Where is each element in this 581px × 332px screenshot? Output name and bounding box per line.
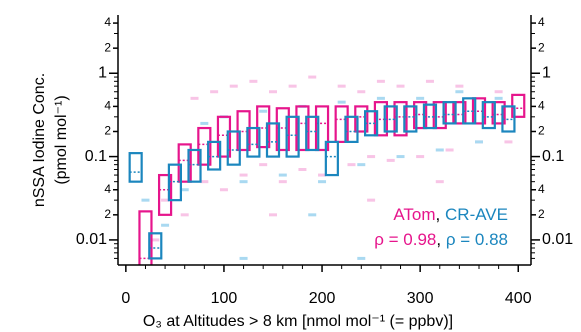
y-tick-label: 4 xyxy=(104,182,111,196)
box xyxy=(256,105,271,149)
box xyxy=(216,115,232,158)
legend-separator: , xyxy=(436,230,441,249)
y-tick-label: 4 xyxy=(104,99,111,113)
y-tick-label: 0.1 xyxy=(85,148,107,165)
box xyxy=(442,101,457,125)
y-tick-label: 2 xyxy=(104,40,111,54)
box xyxy=(295,105,310,152)
legend-entry: CR-AVE xyxy=(445,205,508,224)
x-tick-label: 400 xyxy=(505,290,532,307)
box xyxy=(344,115,359,144)
box xyxy=(128,152,143,183)
box xyxy=(305,115,320,152)
box xyxy=(138,210,153,265)
y2-tick-label: 0.01 xyxy=(542,231,573,248)
box xyxy=(324,140,339,177)
y-tick-label: 0.01 xyxy=(76,231,107,248)
box xyxy=(275,107,290,152)
x-tick-label: 200 xyxy=(309,290,336,307)
legend-line: ATom, CR-AVE xyxy=(393,205,508,224)
x-tick-label: 300 xyxy=(407,290,434,307)
box xyxy=(207,140,222,171)
x-tick-label: 0 xyxy=(121,290,130,307)
box xyxy=(403,105,418,133)
box xyxy=(432,101,447,130)
box xyxy=(452,101,467,125)
box xyxy=(491,101,506,125)
y2-tick-label: 0.1 xyxy=(542,148,564,165)
box xyxy=(354,105,369,133)
legend-separator: , xyxy=(436,205,441,224)
y2-tick-label: 2 xyxy=(538,124,545,138)
y-tick-label: 2 xyxy=(104,207,111,221)
y-axis-label: nSSA Iodine Conc. xyxy=(31,73,48,207)
box xyxy=(334,105,349,144)
y-tick-label: 1 xyxy=(98,64,107,81)
y2-tick-label: 2 xyxy=(538,207,545,221)
y2-tick-label: 4 xyxy=(538,15,545,29)
box-layer xyxy=(128,93,526,265)
box xyxy=(187,148,202,183)
annotation: ρ = 0.98 xyxy=(374,230,436,249)
box xyxy=(481,101,496,130)
x-axis-label: O₃ at Altitudes > 8 km [nmol mol⁻¹ (= pp… xyxy=(143,313,453,330)
y2-tick-label: 2 xyxy=(538,40,545,54)
legend-line: ρ = 0.98, ρ = 0.88 xyxy=(374,230,508,249)
box xyxy=(265,122,281,158)
box xyxy=(148,232,163,260)
y2-tick-label: 4 xyxy=(538,182,545,196)
box xyxy=(177,143,192,183)
box xyxy=(226,130,241,166)
box xyxy=(197,126,212,166)
y2-tick-label: 1 xyxy=(542,64,551,81)
y-tick-label: 4 xyxy=(104,15,111,29)
box xyxy=(246,126,261,158)
box xyxy=(285,115,300,158)
x-tick-label: 100 xyxy=(211,290,238,307)
y2-tick-label: 4 xyxy=(538,99,545,113)
legend-entry: ATom xyxy=(393,205,435,224)
box xyxy=(314,105,330,152)
box xyxy=(157,173,173,216)
annotation: ρ = 0.88 xyxy=(446,230,508,249)
y-axis-label: (pmol mol⁻¹) xyxy=(53,95,70,184)
y-tick-label: 2 xyxy=(104,124,111,138)
